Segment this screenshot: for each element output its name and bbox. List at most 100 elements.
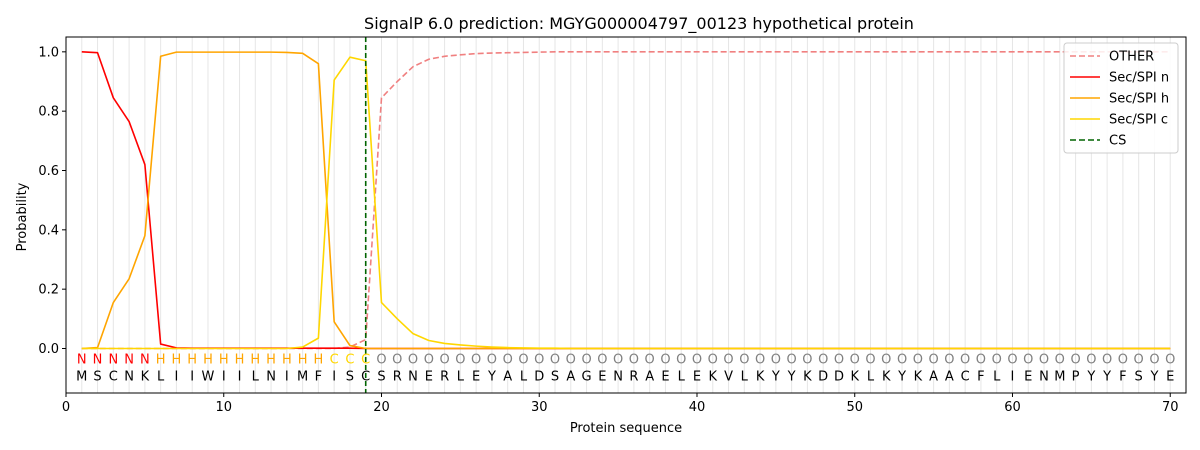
region-label: O (676, 352, 686, 367)
sequence-letter: E (425, 370, 433, 385)
region-label: O (802, 352, 812, 367)
sequence-letter: R (393, 370, 402, 385)
sequence-letter: A (929, 370, 938, 385)
sequence-letter: D (534, 370, 544, 385)
sequence-letter: I (285, 370, 289, 385)
sequence-letter: F (977, 370, 984, 385)
region-label: O (976, 352, 986, 367)
region-label: O (1149, 352, 1159, 367)
series-line-sec-spi-n (81, 51, 1171, 350)
sequence-letter: Y (487, 370, 496, 385)
legend-box (1063, 42, 1179, 154)
region-label: O (850, 352, 860, 367)
region-label: O (408, 352, 418, 367)
region-label: O (1086, 352, 1096, 367)
sequence-letter: A (566, 370, 575, 385)
region-label: O (376, 352, 386, 367)
legend-label: Sec/SPI n (1109, 71, 1169, 86)
region-label: O (629, 352, 639, 367)
sequence-letter: L (993, 370, 1001, 385)
sequence-letter: A (945, 370, 954, 385)
sequence-letter: N (124, 370, 134, 385)
sequence-letter: E (693, 370, 701, 385)
sequence-letter: S (1135, 370, 1143, 385)
sequence-letter: A (503, 370, 512, 385)
sequence-letter: I (1011, 370, 1015, 385)
region-label: O (424, 352, 434, 367)
legend-label: CS (1109, 134, 1126, 149)
region-label: O (1102, 352, 1112, 367)
region-label: O (1118, 352, 1128, 367)
series-line-sec-spi-c (81, 56, 1171, 350)
sequence-letter: Y (1149, 370, 1158, 385)
sequence-letter: K (882, 370, 891, 385)
sequence-letter: S (377, 370, 385, 385)
region-label: O (518, 352, 528, 367)
region-label: O (503, 352, 513, 367)
x-tick-label: 20 (373, 400, 390, 415)
region-label: O (392, 352, 402, 367)
region-label: O (1165, 352, 1175, 367)
sequence-letter: E (1166, 370, 1174, 385)
chart-legend: OTHER Sec/SPI n Sec/SPI h Sec/SPI c CS (1063, 42, 1179, 154)
sequence-letter: L (520, 370, 528, 385)
region-label: O (944, 352, 954, 367)
legend-label: Sec/SPI h (1109, 92, 1169, 107)
sequence-letter: L (252, 370, 260, 385)
plot-area: NMNSNCNNNKHLHIHIHWHIHIHLHNHIHMHFCICSCCOS… (38, 36, 1187, 415)
sequence-letter: M (297, 370, 308, 385)
region-label: O (739, 352, 749, 367)
region-label: O (534, 352, 544, 367)
region-label: O (1007, 352, 1017, 367)
region-label: O (865, 352, 875, 367)
sequence-letter: L (867, 370, 875, 385)
sequence-letter: I (238, 370, 242, 385)
sequence-letter: F (1119, 370, 1126, 385)
sequence-letter: D (818, 370, 828, 385)
region-label: O (897, 352, 907, 367)
region-label: O (613, 352, 623, 367)
x-tick-label: 0 (62, 400, 70, 415)
sequence-letter: L (678, 370, 686, 385)
region-label: O (1039, 352, 1049, 367)
region-label: O (1023, 352, 1033, 367)
x-tick-label: 40 (689, 400, 706, 415)
x-tick-label: 60 (1004, 400, 1021, 415)
region-label: O (566, 352, 576, 367)
sequence-letter: K (141, 370, 150, 385)
region-label: H (266, 352, 276, 367)
sequence-letter: Y (1102, 370, 1111, 385)
sequence-letter: K (914, 370, 923, 385)
sequence-letter: M (76, 370, 87, 385)
sequence-letter: I (332, 370, 336, 385)
sequence-letter: V (724, 370, 733, 385)
region-label: O (1070, 352, 1080, 367)
x-tick-label: 30 (531, 400, 548, 415)
sequence-letter: L (157, 370, 165, 385)
sequence-letter: N (1039, 370, 1049, 385)
sequence-letter: L (741, 370, 749, 385)
region-label: H (187, 352, 197, 367)
sequence-letter: E (472, 370, 480, 385)
y-tick-label: 0.6 (38, 164, 59, 179)
region-label: H (219, 352, 229, 367)
region-label: O (1134, 352, 1144, 367)
sequence-letter: C (109, 370, 118, 385)
region-label: H (250, 352, 260, 367)
sequence-letter: S (93, 370, 101, 385)
region-label: H (172, 352, 182, 367)
series-line-sec-spi-h (81, 51, 1171, 350)
sequence-letter: R (629, 370, 638, 385)
sequence-letter: C (961, 370, 970, 385)
region-label: H (203, 352, 213, 367)
sequence-letter: K (756, 370, 765, 385)
region-label: O (913, 352, 923, 367)
region-label: C (330, 352, 339, 367)
y-tick-label: 0.8 (38, 105, 59, 120)
sequence-letter: N (266, 370, 276, 385)
region-label: O (834, 352, 844, 367)
region-label: O (692, 352, 702, 367)
sequence-letter: D (834, 370, 844, 385)
y-tick-label: 0.0 (38, 342, 59, 357)
